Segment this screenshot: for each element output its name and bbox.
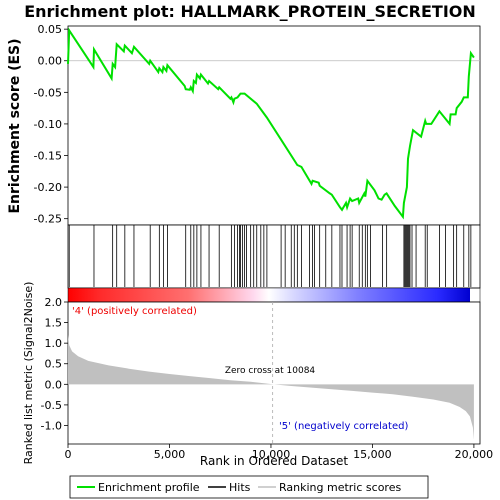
legend: Enrichment profile Hits Ranking metric s… xyxy=(69,475,429,499)
es-panel-frame xyxy=(67,25,481,226)
metric-x-tick-label: 15,000 xyxy=(353,448,392,461)
negative-correlation-label: '5' (negatively correlated) xyxy=(279,421,408,432)
metric-y-tick-label: -1.0 xyxy=(41,419,62,432)
metric-x-tick-label: 10,000 xyxy=(252,448,291,461)
hits-panel xyxy=(67,224,481,289)
metric-x-tick-label: 20,000 xyxy=(455,448,494,461)
metric-y-tick-label: 2.0 xyxy=(45,296,63,309)
metric-panel: 2.0 1.5 1.0 0.5 0.0 -0.5 -1.0 0 5,000 10,000 15,0… xyxy=(22,282,493,468)
metric-y-tick-label: 0.5 xyxy=(45,358,63,371)
metric-y-tick-label: 1.0 xyxy=(45,337,63,350)
es-y-tick-label: -0.10 xyxy=(34,118,62,131)
ranking-metric-area xyxy=(68,334,474,440)
metric-y-tick-label: -0.5 xyxy=(41,399,62,412)
es-y-tick-label: -0.25 xyxy=(34,213,62,226)
es-y-tick-label: 0.00 xyxy=(38,55,63,68)
es-y-tick-label: -0.15 xyxy=(34,150,62,163)
chart-title: Enrichment plot: HALLMARK_PROTEIN_SECRET… xyxy=(24,2,476,21)
es-y-axis: 0.05 0.00 -0.05 -0.10 -0.15 -0.20 -0.25 xyxy=(34,23,68,226)
metric-x-tick-label: 5,000 xyxy=(154,448,186,461)
metric-y-axis: 2.0 1.5 1.0 0.5 0.0 -0.5 -1.0 xyxy=(41,296,68,432)
metric-y-tick-label: 1.5 xyxy=(45,317,63,330)
zero-cross-label: Zero cross at 10084 xyxy=(225,366,316,376)
legend-hits-label: Hits xyxy=(229,481,251,494)
metric-y-tick-label: 0.0 xyxy=(45,378,63,391)
es-y-tick-label: 0.05 xyxy=(38,23,63,36)
metric-y-label: Ranked list metric (Signal2Noise) xyxy=(22,282,35,465)
legend-metric-label: Ranking metric scores xyxy=(279,481,401,494)
positive-correlation-label: '4' (positively correlated) xyxy=(72,306,197,317)
legend-enrichment-label: Enrichment profile xyxy=(98,481,200,494)
hit-marks xyxy=(68,225,472,287)
metric-x-axis: 0 5,000 10,000 15,000 20,000 xyxy=(65,444,494,461)
es-y-label: Enrichment score (ES) xyxy=(7,38,23,213)
es-y-tick-label: -0.20 xyxy=(34,181,62,194)
correlation-gradient-bar xyxy=(68,288,470,302)
enrichment-profile-line xyxy=(67,27,475,220)
es-panel: 0.05 0.00 -0.05 -0.10 -0.15 -0.20 -0.25 Enrich… xyxy=(7,23,481,226)
metric-x-tick-label: 0 xyxy=(65,448,72,461)
hits-panel-frame xyxy=(67,224,481,289)
legend-frame xyxy=(69,475,429,499)
metric-x-label: Rank in Ordered Dataset xyxy=(200,454,348,468)
es-y-tick-label: -0.05 xyxy=(34,86,62,99)
